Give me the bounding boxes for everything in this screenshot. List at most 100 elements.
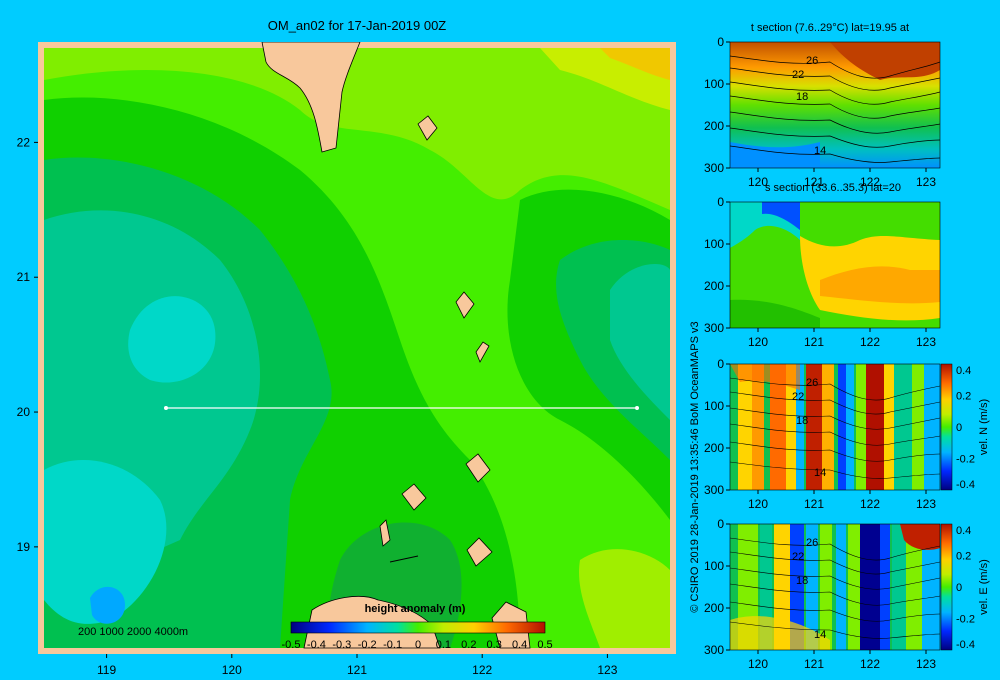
x-tick-label: 121 — [347, 663, 367, 677]
land-island — [475, 341, 490, 363]
land-island — [455, 291, 475, 319]
colorbar-tick-label: 0.4 — [512, 639, 527, 651]
section-x-label: 120 — [748, 175, 768, 189]
vn-contour-label: 26 — [806, 377, 818, 389]
section-line-end — [635, 406, 639, 410]
colorbar-tick-label: -0.4 — [307, 639, 326, 651]
section-y-label: 0 — [717, 517, 724, 531]
ve-colorbar-gradient — [940, 523, 953, 651]
main-x-axis: 119 120 121 122 123 — [97, 654, 618, 677]
ve-section-panel: 26 22 18 14 — [730, 524, 940, 650]
section-y-label: 200 — [704, 279, 724, 293]
vn-contour-label: 18 — [796, 415, 808, 427]
section-y-label: 300 — [704, 321, 724, 335]
vn-colorbar-gradient — [940, 363, 953, 491]
section-y-label: 200 — [704, 119, 724, 133]
section-y-label: 200 — [704, 441, 724, 455]
section-x-label: 120 — [748, 657, 768, 671]
vel-colorbar-tick: 0 — [956, 582, 962, 594]
section-x-label: 121 — [804, 335, 824, 349]
x-tick-label: 120 — [222, 663, 242, 677]
section-x-label: 120 — [748, 497, 768, 511]
section-line-start — [164, 406, 168, 410]
anomaly-band — [600, 48, 670, 80]
x-tick-label: 122 — [472, 663, 492, 677]
ve-contour-label: 22 — [792, 551, 804, 563]
section-x-label: 120 — [748, 335, 768, 349]
s-section-panel — [730, 202, 940, 328]
t-section-panel: 26 22 18 14 — [730, 42, 940, 168]
ve-colorbar-label: vel. E (m/s) — [978, 559, 990, 615]
colorbar-tick-label: -0.3 — [332, 639, 351, 651]
vel-colorbar-tick: 0 — [956, 422, 962, 434]
anomaly-band — [44, 48, 670, 210]
section-x-label: 122 — [860, 497, 880, 511]
vn-section-panel: 26 22 18 14 — [730, 364, 940, 490]
land-island — [466, 537, 493, 567]
section-x-label: 123 — [916, 335, 936, 349]
section-x-label: 122 — [860, 335, 880, 349]
t-cold-core — [730, 142, 820, 168]
section-y-label: 300 — [704, 161, 724, 175]
colorbar-tick-label: -0.2 — [358, 639, 377, 651]
colorbar-tick-label: 0.3 — [487, 639, 502, 651]
section-y-label: 0 — [717, 35, 724, 49]
vel-colorbar-tick: 0.4 — [956, 365, 971, 377]
t-contour-label: 22 — [792, 69, 804, 81]
colorbar-gradient — [290, 621, 546, 634]
t-contour-label: 18 — [796, 91, 808, 103]
map-panel: 200 1000 2000 4000m — [38, 42, 676, 654]
vel-colorbar-tick: -0.2 — [956, 454, 975, 466]
vel-colorbar-tick: -0.2 — [956, 614, 975, 626]
main-y-axis: 22 21 20 19 — [17, 135, 38, 554]
s-field-band — [730, 299, 820, 328]
section-x-label: 123 — [916, 497, 936, 511]
section-x-label: 121 — [804, 657, 824, 671]
section-x-label: 121 — [804, 497, 824, 511]
land-island — [417, 115, 438, 141]
y-tick-label: 21 — [17, 270, 31, 284]
x-tick-label: 123 — [597, 663, 617, 677]
depth-legend: 200 1000 2000 4000m — [78, 626, 188, 638]
vel-colorbar-tick: -0.4 — [956, 479, 975, 491]
credit-text: © CSIRO 2019 28-Jan-2019 13:35:46 BoM Oc… — [689, 321, 701, 612]
ve-section-frame — [729, 523, 941, 651]
colorbar-tick-label: 0 — [415, 639, 421, 651]
anomaly-band — [579, 549, 670, 648]
vn-contours — [730, 377, 940, 479]
land-island — [401, 483, 427, 511]
section-y-label: 300 — [704, 643, 724, 657]
colorbar-title: height anomaly (m) — [365, 603, 466, 615]
land-island — [465, 453, 491, 483]
vel-colorbar-tick: 0.2 — [956, 551, 971, 563]
vn-contour-label: 14 — [814, 467, 826, 479]
section-y-label: 100 — [704, 399, 724, 413]
section-y-label: 100 — [704, 559, 724, 573]
colorbar-tick-label: -0.5 — [282, 639, 301, 651]
land-island — [389, 555, 419, 563]
section-x-label: 122 — [860, 657, 880, 671]
t-contour-label: 26 — [806, 55, 818, 67]
y-tick-label: 20 — [17, 405, 31, 419]
s-salty-core — [820, 266, 940, 304]
vel-colorbar-tick: -0.4 — [956, 639, 975, 651]
section-y-label: 0 — [717, 357, 724, 371]
height-colorbar: height anomaly (m) -0.5 -0.4 -0.3 -0.2 -0.1 0… — [282, 603, 553, 651]
section-x-label: 122 — [860, 175, 880, 189]
y-tick-label: 19 — [17, 540, 31, 554]
t-section-frame — [729, 41, 941, 169]
anomaly-band — [610, 264, 670, 420]
main-title: OM_an02 for 17-Jan-2019 00Z — [268, 18, 447, 33]
ve-contour-label: 26 — [806, 537, 818, 549]
vn-contour-label: 22 — [792, 391, 804, 403]
section-axes: 120 121 122 123 0 100 200 300 120 121 122 123 0 100 20… — [704, 35, 975, 671]
t-section-title: t section (7.6..29°C) lat=19.95 at — [751, 22, 909, 34]
colorbar-tick-label: 0.2 — [461, 639, 476, 651]
anomaly-band — [128, 296, 216, 383]
y-tick-label: 22 — [17, 135, 31, 149]
section-x-label: 123 — [916, 657, 936, 671]
vn-colorbar-label: vel. N (m/s) — [978, 399, 990, 455]
section-y-label: 300 — [704, 483, 724, 497]
x-tick-label: 119 — [97, 663, 116, 677]
